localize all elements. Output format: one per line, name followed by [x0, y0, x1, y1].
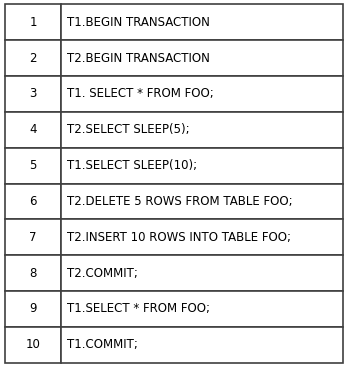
- Bar: [61, 76, 343, 112]
- Bar: [5, 112, 61, 148]
- Text: T2.BEGIN TRANSACTION: T2.BEGIN TRANSACTION: [67, 52, 210, 65]
- Bar: [61, 255, 343, 291]
- Bar: [61, 219, 343, 255]
- Text: T2.DELETE 5 ROWS FROM TABLE FOO;: T2.DELETE 5 ROWS FROM TABLE FOO;: [67, 195, 293, 208]
- Bar: [5, 291, 61, 327]
- Text: 7: 7: [29, 231, 37, 244]
- Text: 5: 5: [29, 159, 37, 172]
- Bar: [61, 291, 343, 327]
- Text: 1: 1: [29, 16, 37, 29]
- Text: 10: 10: [26, 338, 40, 351]
- Text: 9: 9: [29, 302, 37, 315]
- Text: 8: 8: [29, 266, 37, 280]
- Bar: [5, 184, 61, 219]
- Text: 2: 2: [29, 52, 37, 65]
- Bar: [5, 40, 61, 76]
- Text: 6: 6: [29, 195, 37, 208]
- Bar: [61, 4, 343, 40]
- Bar: [5, 76, 61, 112]
- Bar: [5, 148, 61, 184]
- Text: T2.COMMIT;: T2.COMMIT;: [67, 266, 138, 280]
- Text: T1.SELECT * FROM FOO;: T1.SELECT * FROM FOO;: [67, 302, 210, 315]
- Text: T1.SELECT SLEEP(10);: T1.SELECT SLEEP(10);: [67, 159, 197, 172]
- Bar: [5, 255, 61, 291]
- Text: T1. SELECT * FROM FOO;: T1. SELECT * FROM FOO;: [67, 87, 214, 101]
- Text: T1.BEGIN TRANSACTION: T1.BEGIN TRANSACTION: [67, 16, 210, 29]
- Bar: [61, 112, 343, 148]
- Text: 3: 3: [29, 87, 37, 101]
- Bar: [5, 4, 61, 40]
- Text: 4: 4: [29, 123, 37, 136]
- Text: T1.COMMIT;: T1.COMMIT;: [67, 338, 138, 351]
- Bar: [5, 219, 61, 255]
- Text: T2.INSERT 10 ROWS INTO TABLE FOO;: T2.INSERT 10 ROWS INTO TABLE FOO;: [67, 231, 291, 244]
- Bar: [61, 327, 343, 363]
- Bar: [5, 327, 61, 363]
- Bar: [61, 184, 343, 219]
- Text: T2.SELECT SLEEP(5);: T2.SELECT SLEEP(5);: [67, 123, 190, 136]
- Bar: [61, 40, 343, 76]
- Bar: [61, 148, 343, 184]
